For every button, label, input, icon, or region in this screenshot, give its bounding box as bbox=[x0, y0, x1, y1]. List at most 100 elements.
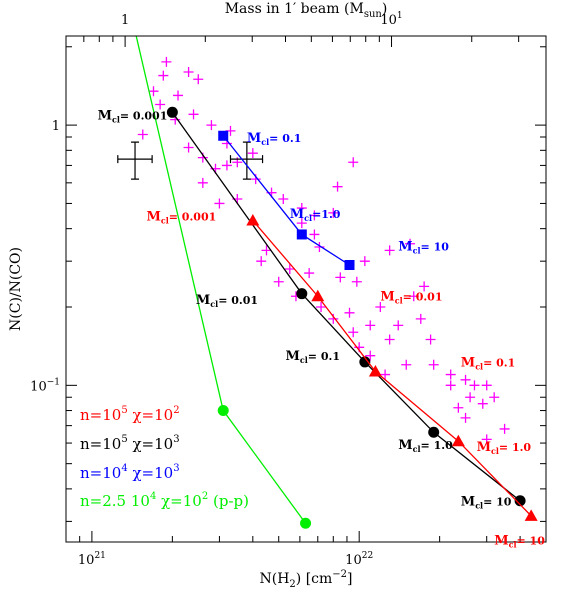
observation-point bbox=[155, 99, 166, 110]
series-marker bbox=[524, 509, 538, 521]
legend-entry: n=2.5 104 χ=102 (p-p) bbox=[80, 491, 249, 510]
error-bar bbox=[117, 141, 153, 180]
legend-entry: n=104 χ=103 bbox=[80, 463, 180, 482]
series-marker bbox=[166, 106, 178, 118]
series-marker bbox=[428, 426, 440, 438]
mass-label: Mcl= 0.01 bbox=[380, 289, 442, 305]
observation-point bbox=[375, 301, 386, 312]
observation-point bbox=[309, 210, 320, 221]
observation-point bbox=[408, 291, 419, 302]
observation-point bbox=[469, 380, 480, 391]
observation-point bbox=[393, 320, 404, 331]
mass-label: Mcl=1.0 bbox=[290, 207, 341, 223]
observation-point bbox=[425, 334, 436, 345]
series-marker bbox=[311, 289, 325, 302]
observation-point bbox=[359, 256, 370, 267]
observation-point bbox=[465, 392, 476, 403]
observation-point bbox=[247, 148, 258, 159]
observation-point bbox=[489, 392, 500, 403]
series-marker bbox=[344, 260, 355, 271]
observation-point bbox=[173, 90, 184, 101]
y-axis-title: N(C)/N(CO) bbox=[8, 247, 24, 331]
series-marker bbox=[218, 130, 229, 141]
legend-entry: n=105 χ=103 bbox=[80, 434, 180, 453]
observation-point bbox=[348, 327, 359, 338]
series-marker bbox=[296, 288, 308, 300]
observation-point bbox=[261, 245, 272, 256]
model-series bbox=[135, 36, 538, 529]
observation-point bbox=[197, 177, 208, 188]
series-marker bbox=[451, 434, 465, 447]
observation-point bbox=[273, 276, 284, 287]
observation-point bbox=[481, 434, 492, 445]
observation-point bbox=[309, 229, 320, 240]
x-axis-title: N(H2) [cm−2] bbox=[259, 569, 352, 590]
observation-point bbox=[137, 129, 148, 140]
error-bars bbox=[117, 141, 264, 180]
mass-label: Mcl= 10 bbox=[494, 533, 545, 549]
observation-point bbox=[384, 334, 395, 345]
observation-point bbox=[256, 256, 267, 267]
series-marker bbox=[217, 405, 229, 417]
mass-label: Mcl= 0.1 bbox=[285, 349, 340, 365]
mass-label: Mcl= 0.001 bbox=[98, 109, 168, 125]
mass-label: Mcl= 10 bbox=[461, 495, 512, 511]
observation-point bbox=[445, 369, 456, 380]
series-marker bbox=[246, 213, 260, 226]
x-tick-label: 1021 bbox=[78, 551, 106, 568]
observation-point bbox=[453, 402, 464, 413]
mass-label: Mcl= 10 bbox=[398, 239, 449, 255]
observation-point bbox=[193, 74, 204, 85]
y-tick-label: 1 bbox=[52, 119, 60, 134]
observation-point bbox=[384, 245, 395, 256]
observation-point bbox=[445, 380, 456, 391]
observation-point bbox=[221, 160, 232, 171]
top-tick-label: 1 bbox=[121, 13, 129, 28]
observation-point bbox=[428, 359, 439, 370]
observation-point bbox=[332, 181, 343, 192]
observation-point bbox=[304, 268, 315, 279]
observation-point bbox=[316, 301, 327, 312]
observation-point bbox=[188, 109, 199, 120]
observation-point bbox=[419, 281, 430, 292]
observation-point bbox=[380, 369, 391, 380]
observation-point bbox=[415, 313, 426, 324]
observation-point bbox=[183, 142, 194, 153]
series-marker bbox=[514, 495, 526, 507]
observation-points bbox=[137, 56, 510, 445]
plot-area bbox=[117, 36, 538, 529]
observation-point bbox=[344, 307, 355, 318]
observation-point bbox=[365, 320, 376, 331]
x-tick-label: 1022 bbox=[345, 551, 373, 568]
series-marker bbox=[296, 229, 307, 240]
observation-point bbox=[296, 218, 307, 229]
series-marker bbox=[359, 356, 371, 368]
error-bar bbox=[229, 141, 264, 180]
observation-point bbox=[351, 276, 362, 287]
mass-annotations: Mcl= 0.001 Mcl= 0.1 Mcl= 0.001 Mcl=1.0 Mcl= … bbox=[98, 109, 546, 550]
plot-frame bbox=[65, 35, 547, 543]
observation-point bbox=[365, 350, 376, 361]
observation-point bbox=[161, 56, 172, 67]
y-tick-label: 10−1 bbox=[30, 377, 60, 394]
observation-point bbox=[314, 242, 325, 253]
observation-point bbox=[499, 423, 510, 434]
observation-point bbox=[148, 86, 159, 97]
observation-point bbox=[214, 198, 225, 209]
observation-point bbox=[335, 272, 346, 283]
axis-ticks: 1021 1022 1 10−1 1 101 bbox=[30, 11, 547, 568]
top-axis-title: Mass in 1′ beam (Msun) bbox=[225, 1, 388, 20]
observation-point bbox=[328, 313, 339, 324]
observation-point bbox=[460, 412, 471, 423]
observation-point bbox=[284, 263, 295, 274]
observation-point bbox=[401, 359, 412, 370]
mass-label: Mcl= 1.0 bbox=[398, 438, 453, 454]
observation-point bbox=[405, 238, 416, 249]
mass-label: Mcl= 1.0 bbox=[477, 440, 532, 456]
observation-point bbox=[328, 207, 339, 218]
series-marker bbox=[368, 365, 382, 377]
observation-point bbox=[477, 398, 488, 409]
series-line bbox=[222, 135, 350, 266]
observation-point bbox=[206, 120, 217, 131]
